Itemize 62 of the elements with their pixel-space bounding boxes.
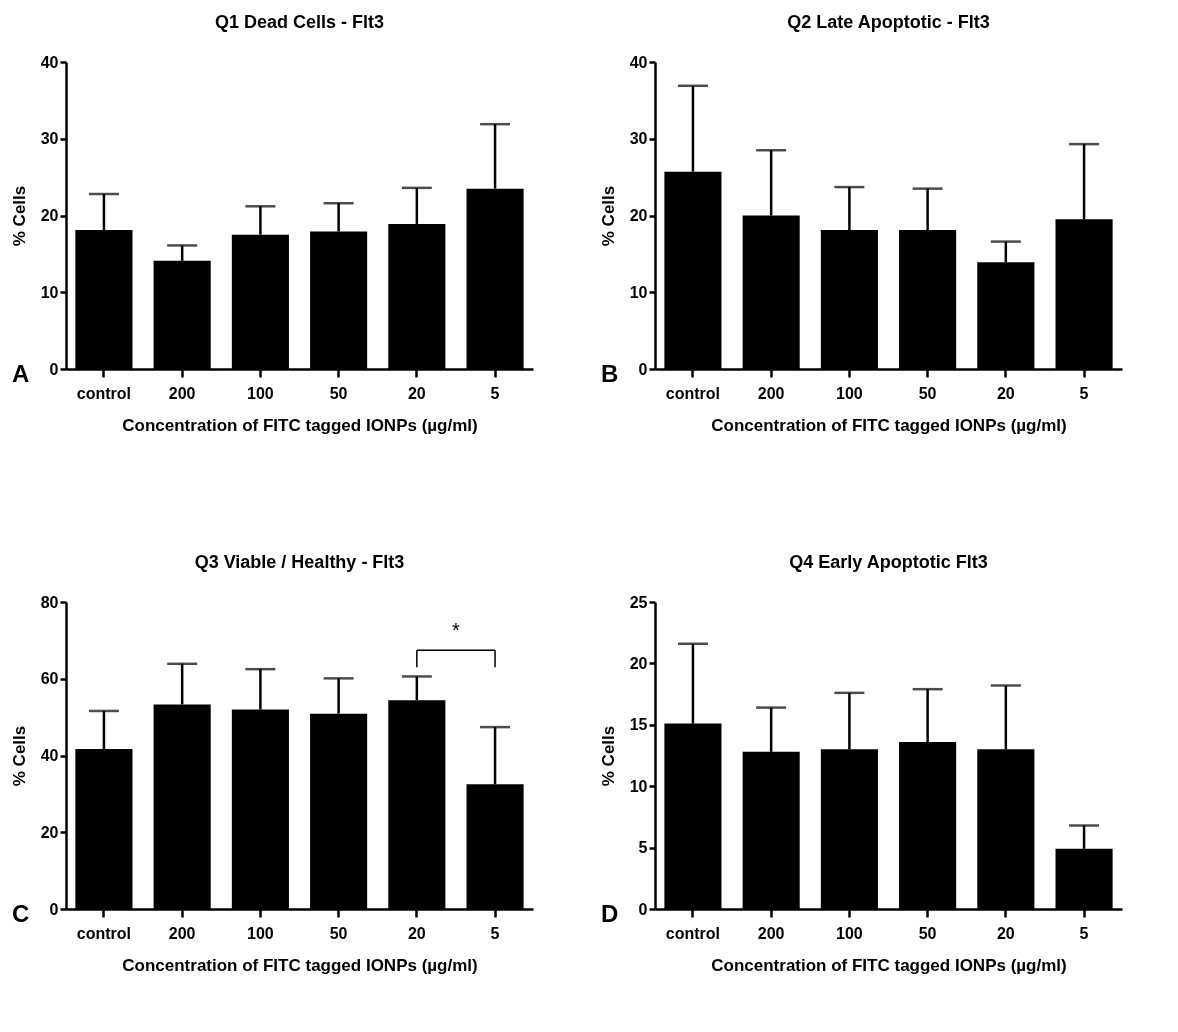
- x-tick-label: 5: [490, 924, 500, 942]
- x-tick-label: 200: [757, 924, 785, 942]
- y-tick-label: 60: [40, 670, 59, 688]
- x-tick-label: 50: [918, 924, 937, 942]
- x-tick-label: 5: [490, 384, 500, 402]
- y-tick-label: 0: [638, 900, 648, 918]
- x-tick-label: 100: [836, 384, 863, 402]
- y-tick-label: 10: [629, 283, 648, 301]
- y-tick-label: 0: [638, 360, 648, 378]
- x-tick-label: control: [76, 384, 132, 402]
- x-axis-title: Concentration of FITC tagged IONPs (µg/ml): [122, 955, 478, 975]
- y-tick-label: 25: [629, 593, 648, 611]
- y-tick-label: 40: [40, 747, 59, 764]
- x-tick-label: 5: [1079, 924, 1089, 942]
- y-tick-label: 40: [40, 53, 59, 71]
- chart-title: Q3 Viable / Healthy - Flt3: [194, 552, 405, 572]
- y-axis-title: % Cells: [9, 185, 29, 247]
- y-tick-label: 5: [638, 839, 648, 857]
- y-tick-label: 10: [40, 283, 59, 301]
- y-tick-label: 20: [40, 207, 59, 224]
- y-axis-title: % Cells: [598, 725, 618, 787]
- x-tick-label: control: [76, 924, 132, 942]
- x-tick-label: 5: [1079, 384, 1089, 402]
- y-tick-label: 0: [49, 360, 59, 378]
- y-tick-label: 40: [629, 53, 648, 71]
- x-tick-label: 50: [329, 924, 348, 942]
- x-axis-title: Concentration of FITC tagged IONPs (µg/ml): [122, 415, 478, 435]
- x-tick-label: 50: [329, 384, 348, 402]
- x-tick-label: control: [665, 384, 721, 402]
- text: A: [12, 360, 30, 388]
- y-tick-label: 80: [40, 593, 59, 611]
- x-tick-label: 20: [996, 924, 1015, 942]
- y-axis-title: % Cells: [9, 725, 29, 787]
- text: D: [601, 900, 619, 928]
- x-tick-label: 50: [918, 384, 937, 402]
- y-tick-label: 20: [629, 654, 648, 672]
- x-tick-label: 20: [407, 384, 426, 402]
- x-tick-label: 200: [168, 384, 196, 402]
- annotation: *: [452, 619, 461, 642]
- x-axis-title: Concentration of FITC tagged IONPs (µg/ml): [711, 415, 1067, 435]
- x-tick-label: 100: [247, 924, 274, 942]
- chart-title: Q4 Early Apoptotic Flt3: [789, 552, 988, 572]
- y-axis-title: % Cells: [598, 185, 618, 247]
- y-tick-label: 20: [40, 823, 59, 841]
- chart-title: Q2 Late Apoptotic - Flt3: [787, 12, 990, 32]
- x-tick-label: control: [665, 924, 721, 942]
- y-tick-label: 20: [629, 207, 648, 224]
- y-tick-label: 10: [629, 777, 648, 795]
- text: B: [601, 360, 619, 388]
- x-tick-label: 100: [836, 924, 863, 942]
- y-tick-label: 0: [49, 900, 59, 918]
- y-tick-label: 30: [40, 130, 59, 148]
- x-tick-label: 200: [168, 924, 196, 942]
- text: C: [12, 900, 30, 928]
- x-tick-label: 200: [757, 384, 785, 402]
- x-tick-label: 20: [996, 384, 1015, 402]
- y-tick-label: 15: [629, 716, 648, 734]
- x-tick-label: 100: [247, 384, 274, 402]
- x-tick-label: 20: [407, 924, 426, 942]
- chart-title: Q1 Dead Cells - Flt3: [214, 12, 385, 32]
- x-axis-title: Concentration of FITC tagged IONPs (µg/ml): [711, 955, 1067, 975]
- y-tick-label: 30: [629, 130, 648, 148]
